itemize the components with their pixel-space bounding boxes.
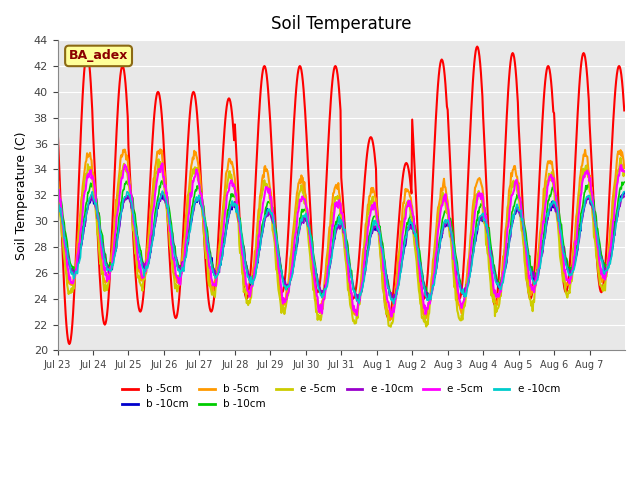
Line: b -10cm: b -10cm — [58, 181, 624, 299]
b -10cm — [120, 198, 128, 204]
e -10cm — [620, 193, 628, 199]
b -5cm — [156, 146, 164, 152]
e -5cm — [433, 248, 440, 253]
b -10cm — [400, 248, 408, 253]
e -5cm — [159, 160, 166, 166]
b -5cm — [120, 149, 128, 155]
e -5cm — [617, 155, 625, 161]
e -10cm — [390, 301, 397, 307]
b -10cm — [432, 268, 440, 274]
e -5cm — [400, 216, 408, 222]
b -5cm — [620, 108, 628, 113]
b -10cm — [225, 203, 233, 209]
e -5cm — [54, 183, 61, 189]
e -10cm — [401, 240, 409, 246]
b -5cm — [386, 317, 394, 323]
e -5cm — [274, 278, 282, 284]
e -10cm — [433, 265, 440, 271]
e -10cm — [433, 264, 440, 270]
b -5cm — [401, 192, 409, 198]
b -10cm — [54, 201, 61, 206]
b -5cm — [54, 123, 61, 129]
e -5cm — [253, 247, 261, 253]
b -5cm — [433, 222, 440, 228]
Line: e -5cm: e -5cm — [58, 163, 624, 317]
e -10cm — [401, 240, 409, 246]
b -5cm — [225, 96, 233, 101]
e -10cm — [225, 212, 233, 218]
e -10cm — [120, 199, 128, 205]
b -10cm — [620, 190, 628, 195]
b -10cm — [252, 265, 260, 271]
b -5cm — [620, 166, 628, 171]
e -10cm — [275, 252, 282, 258]
b -10cm — [274, 244, 282, 250]
b -10cm — [275, 245, 282, 251]
b -10cm — [620, 179, 628, 185]
Line: b -5cm: b -5cm — [58, 149, 624, 320]
b -5cm — [54, 179, 61, 184]
b -10cm — [426, 296, 433, 302]
e -5cm — [620, 168, 628, 174]
Line: b -5cm: b -5cm — [58, 47, 624, 344]
Y-axis label: Soil Temperature (C): Soil Temperature (C) — [15, 131, 28, 260]
b -10cm — [400, 239, 408, 244]
e -10cm — [275, 252, 282, 258]
e -10cm — [120, 196, 128, 202]
b -5cm — [275, 271, 282, 277]
b -5cm — [253, 228, 261, 233]
e -5cm — [120, 165, 128, 171]
b -5cm — [400, 166, 408, 172]
Line: b -10cm: b -10cm — [58, 192, 624, 300]
e -5cm — [387, 324, 395, 330]
Line: e -10cm: e -10cm — [58, 191, 624, 304]
b -5cm — [121, 73, 129, 79]
e -5cm — [225, 176, 232, 181]
e -5cm — [54, 182, 61, 188]
e -10cm — [225, 210, 233, 216]
b -5cm — [253, 149, 261, 155]
e -10cm — [390, 299, 398, 304]
e -10cm — [253, 264, 261, 270]
Legend: b -5cm, b -10cm, b -5cm, b -10cm, e -5cm, e -10cm, e -5cm, e -10cm: b -5cm, b -10cm, b -5cm, b -10cm, e -5cm… — [118, 380, 564, 414]
b -10cm — [54, 187, 61, 192]
b -5cm — [65, 341, 73, 347]
b -5cm — [432, 116, 440, 122]
e -5cm — [120, 161, 128, 167]
b -10cm — [433, 257, 440, 263]
b -10cm — [390, 297, 397, 303]
b -10cm — [120, 187, 128, 192]
b -10cm — [158, 178, 166, 184]
Title: Soil Temperature: Soil Temperature — [271, 15, 412, 33]
e -10cm — [54, 201, 61, 207]
e -5cm — [388, 314, 396, 320]
b -10cm — [225, 216, 232, 221]
b -5cm — [275, 266, 282, 272]
e -5cm — [620, 168, 628, 174]
e -5cm — [401, 216, 409, 221]
e -5cm — [275, 264, 282, 270]
e -10cm — [159, 188, 166, 194]
b -5cm — [225, 156, 233, 162]
e -10cm — [620, 189, 628, 194]
b -10cm — [253, 259, 261, 264]
Text: BA_adex: BA_adex — [69, 49, 128, 62]
Line: e -10cm: e -10cm — [58, 192, 624, 301]
e -10cm — [253, 264, 261, 269]
e -5cm — [432, 240, 440, 245]
e -5cm — [252, 247, 260, 252]
e -5cm — [225, 187, 233, 193]
e -10cm — [159, 190, 167, 195]
Line: e -5cm: e -5cm — [58, 158, 624, 327]
b -5cm — [474, 44, 481, 49]
e -10cm — [54, 198, 61, 204]
